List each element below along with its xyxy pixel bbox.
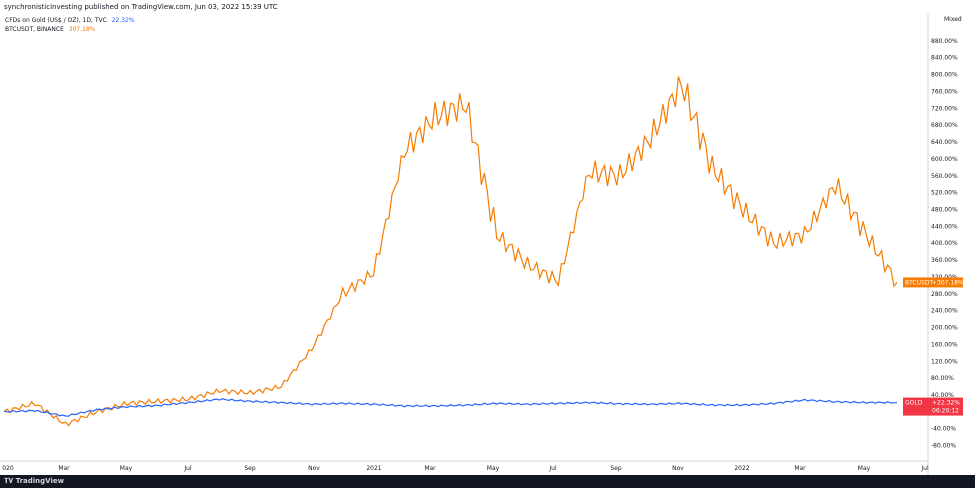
legend: CFDs on Gold (US$ / OZ), 1D, TVC 22.32% … [5, 16, 135, 34]
x-axis: 020 Mar May Jul Sep Nov 2021 Mar May Jul Sep Nov 202… [2, 465, 929, 472]
footer-bar: 𝐓𝐕 TradingView [0, 475, 975, 488]
x-tick-label: Mar [58, 465, 70, 472]
chart-pane[interactable]: -80.00%-40.00%0.00%40.00%80.00%120.00%16… [0, 14, 975, 475]
x-tick-label: Nov [672, 465, 684, 472]
y-tick-label: 520.00% [931, 190, 958, 197]
tv-logo-icon: 𝐓𝐕 [4, 477, 14, 485]
scale-mode-label[interactable]: Mixed [944, 16, 962, 23]
x-tick-label: Sep [244, 465, 256, 472]
x-tick-label: 020 [2, 465, 14, 472]
y-axis: -80.00%-40.00%0.00%40.00%80.00%120.00%16… [931, 38, 958, 450]
y-tick-label: 160.00% [931, 341, 958, 348]
x-tick-label: Sep [610, 465, 622, 472]
y-tick-label: 560.00% [931, 173, 958, 180]
y-tick-label: 120.00% [931, 358, 958, 365]
x-tick-label: Jul [548, 465, 557, 472]
btc-tag-name: BTCUSDT [905, 279, 933, 286]
y-tick-label: 800.00% [931, 72, 958, 79]
gold-tag-time: 06:20:12 [932, 408, 959, 415]
x-tick-label: May [858, 465, 871, 472]
y-tick-label: 80.00% [931, 375, 954, 382]
y-tick-label: 600.00% [931, 156, 958, 163]
y-tick-label: 480.00% [931, 206, 958, 213]
tradingview-logo[interactable]: 𝐓𝐕 TradingView [4, 475, 64, 488]
x-tick-label: May [120, 465, 133, 472]
x-tick-label: Mar [794, 465, 806, 472]
legend-gold-name: CFDs on Gold (US$ / OZ), 1D, TVC [5, 17, 107, 24]
y-tick-label: 760.00% [931, 88, 958, 95]
y-tick-label: 40.00% [931, 392, 954, 399]
x-tick-label: May [487, 465, 500, 472]
publish-line: synchronisticinvesting published on Trad… [4, 3, 278, 11]
y-tick-label: 200.00% [931, 325, 958, 332]
btc-price-tag [903, 277, 963, 288]
y-tick-label: 680.00% [931, 122, 958, 129]
y-tick-label: -80.00% [931, 443, 956, 450]
brand-name: TradingView [15, 477, 65, 485]
gold-tag-name: GOLD [905, 400, 923, 407]
x-tick-label: 2021 [366, 465, 381, 472]
x-tick-label: Mar [424, 465, 436, 472]
legend-gold-value: 22.32% [111, 17, 135, 24]
legend-btc-value: 307.18% [68, 26, 96, 33]
publish-header: synchronisticinvesting published on Trad… [0, 0, 975, 14]
y-tick-label: 720.00% [931, 105, 958, 112]
y-tick-label: 360.00% [931, 257, 958, 264]
y-tick-label: -40.00% [931, 426, 956, 433]
x-tick-label: Nov [308, 465, 320, 472]
legend-btc-name: BTCUSDT, BINANCE [5, 26, 64, 33]
series-line-btcusdt [3, 76, 898, 427]
y-tick-label: 440.00% [931, 223, 958, 230]
x-tick-label: Jul [920, 465, 929, 472]
price-chart[interactable]: -80.00%-40.00%0.00%40.00%80.00%120.00%16… [0, 14, 975, 475]
x-tick-label: Jul [183, 465, 192, 472]
series-line-gold [3, 398, 898, 417]
y-tick-label: 280.00% [931, 291, 958, 298]
legend-btc[interactable]: BTCUSDT, BINANCE 307.18% [5, 25, 135, 34]
gold-price-tag [903, 397, 963, 416]
y-tick-label: 400.00% [931, 240, 958, 247]
btc-tag-value: +307.18% [932, 279, 964, 286]
y-tick-label: 240.00% [931, 308, 958, 315]
y-tick-label: 880.00% [931, 38, 958, 45]
x-tick-label: 2022 [734, 465, 749, 472]
series-lines [3, 76, 898, 427]
gold-tag-value: +22.32% [932, 400, 960, 407]
price-tags: BTCUSDT+307.18% GOLD +22.32%06:20:12 [903, 277, 964, 416]
y-tick-label: 840.00% [931, 55, 958, 62]
legend-gold[interactable]: CFDs on Gold (US$ / OZ), 1D, TVC 22.32% [5, 16, 135, 25]
y-tick-label: 640.00% [931, 139, 958, 146]
